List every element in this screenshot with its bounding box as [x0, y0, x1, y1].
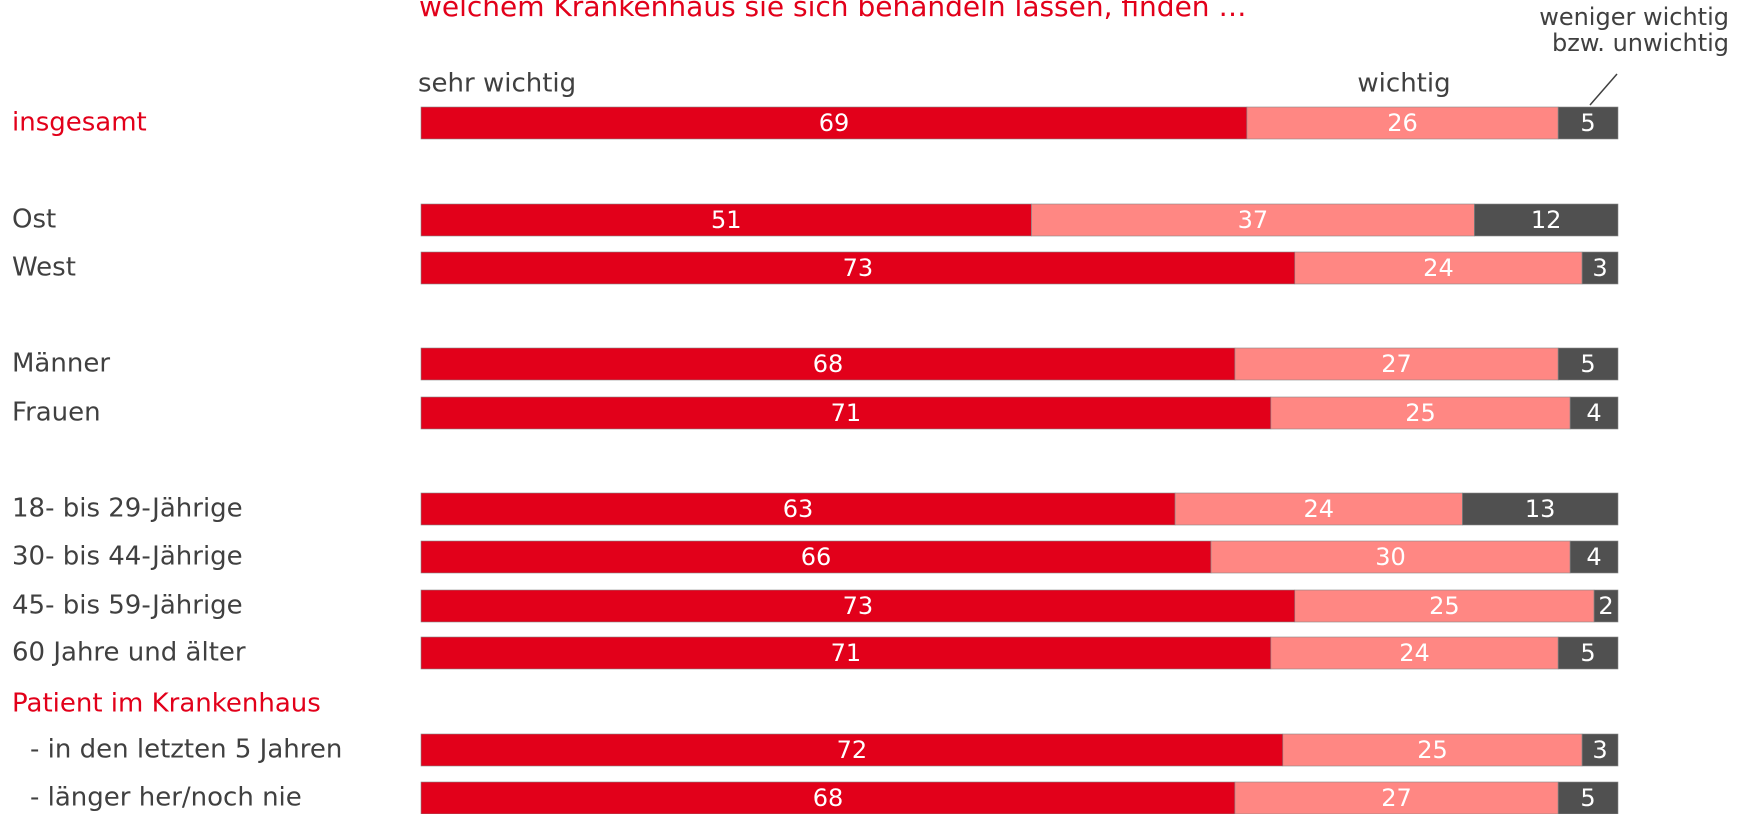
chart-title: welchem Krankenhaus sie sich behandeln l… — [419, 0, 1246, 23]
bar-segment — [1210, 540, 1571, 574]
value-label: 2 — [1598, 592, 1613, 620]
value-label: 73 — [843, 254, 874, 282]
value-label: 26 — [1387, 109, 1418, 137]
value-label: 51 — [711, 206, 742, 234]
value-label: 5 — [1580, 639, 1595, 667]
value-label: 12 — [1531, 206, 1562, 234]
bar-segment — [1557, 106, 1619, 140]
bar-segment — [1569, 396, 1619, 430]
value-label: 72 — [837, 736, 868, 764]
category-label: 30- bis 44-Jährige — [12, 542, 243, 572]
value-label: 25 — [1417, 736, 1448, 764]
bar-segment — [420, 347, 1236, 381]
group-label: Patient im Krankenhaus — [12, 689, 321, 719]
category-label: Ost — [12, 205, 56, 235]
bar-segment — [420, 203, 1032, 237]
value-label: 25 — [1429, 592, 1460, 620]
value-label: 24 — [1303, 495, 1334, 523]
legend-label: sehr wichtig — [418, 69, 576, 99]
value-label: 3 — [1592, 736, 1607, 764]
value-label: 69 — [819, 109, 850, 137]
bar-segment — [1031, 203, 1475, 237]
value-label: 27 — [1381, 350, 1412, 378]
value-label: 4 — [1586, 543, 1601, 571]
bar-segment — [1557, 347, 1619, 381]
value-label: 4 — [1586, 399, 1601, 427]
bar-segment — [1174, 492, 1463, 526]
value-label: 66 — [801, 543, 832, 571]
value-label: 73 — [843, 592, 874, 620]
value-label: 5 — [1580, 784, 1595, 812]
bar-segment — [420, 396, 1272, 430]
legend-label: weniger wichtig bzw. unwichtig — [1539, 3, 1729, 57]
value-label: 37 — [1238, 206, 1269, 234]
category-label: Männer — [12, 349, 110, 379]
bar-segment — [420, 781, 1236, 814]
value-label: 13 — [1525, 495, 1556, 523]
category-label: Frauen — [12, 398, 101, 428]
bar-segment — [1246, 106, 1559, 140]
category-label: West — [12, 253, 76, 283]
bar-segment — [1593, 589, 1619, 623]
bar-segment — [1270, 396, 1571, 430]
bar-segment — [1569, 540, 1619, 574]
legend-pointer — [1589, 73, 1618, 106]
category-label: - länger her/noch nie — [30, 783, 302, 813]
bar-segment — [1294, 589, 1595, 623]
value-label: 5 — [1580, 109, 1595, 137]
bar-segment — [1234, 781, 1559, 814]
bar-segment — [1557, 636, 1619, 670]
value-label: 3 — [1592, 254, 1607, 282]
bar-segment — [1462, 492, 1619, 526]
bar-segment — [1581, 733, 1619, 767]
bar-segment — [1474, 203, 1619, 237]
value-label: 24 — [1399, 639, 1430, 667]
value-label: 27 — [1381, 784, 1412, 812]
bar-segment — [1294, 251, 1583, 285]
bar-segment — [420, 636, 1272, 670]
value-label: 71 — [831, 399, 862, 427]
bar-segment — [420, 492, 1176, 526]
bar-segment — [1270, 636, 1559, 670]
category-label: - in den letzten 5 Jahren — [30, 735, 342, 765]
category-label: 18- bis 29-Jährige — [12, 494, 243, 524]
category-label: 60 Jahre und älter — [12, 638, 246, 668]
bar-segment — [420, 106, 1248, 140]
value-label: 68 — [813, 784, 844, 812]
category-label: insgesamt — [12, 108, 147, 138]
bar-segment — [420, 540, 1212, 574]
bar-segment — [1581, 251, 1619, 285]
value-label: 5 — [1580, 350, 1595, 378]
value-label: 63 — [783, 495, 814, 523]
value-label: 24 — [1423, 254, 1454, 282]
value-label: 30 — [1375, 543, 1406, 571]
bar-segment — [1557, 781, 1619, 814]
value-label: 25 — [1405, 399, 1436, 427]
value-label: 68 — [813, 350, 844, 378]
legend-label: wichtig — [1357, 69, 1450, 99]
category-label: 45- bis 59-Jährige — [12, 591, 243, 621]
bar-segment — [420, 251, 1296, 285]
bar-segment — [420, 589, 1296, 623]
value-label: 71 — [831, 639, 862, 667]
